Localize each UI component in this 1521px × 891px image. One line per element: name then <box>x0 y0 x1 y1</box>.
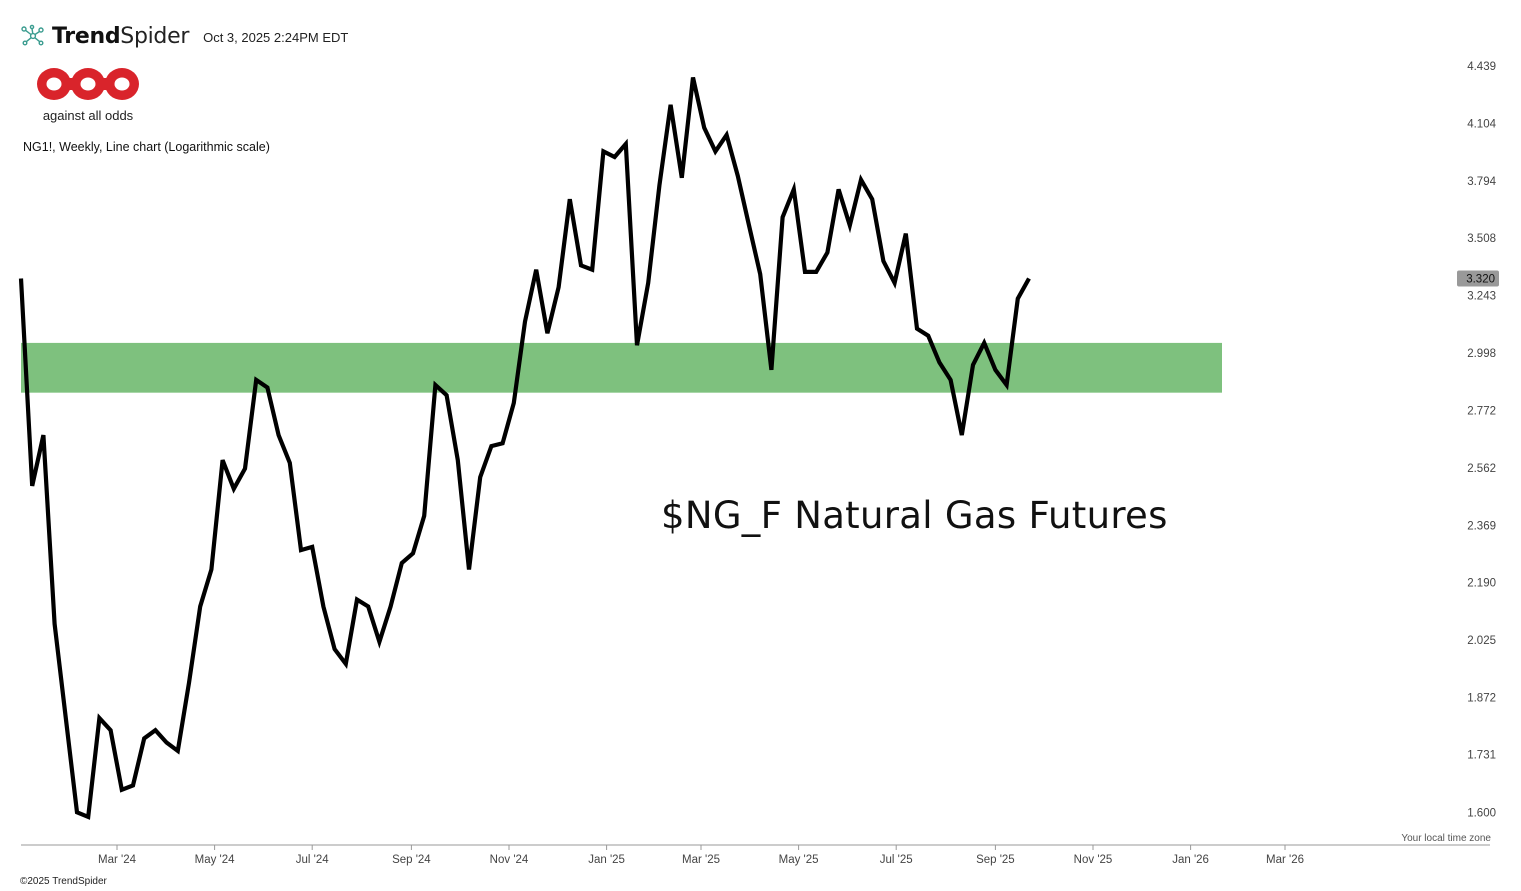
y-tick-label: 3.243 <box>1467 291 1496 303</box>
y-tick-label: 1.731 <box>1467 750 1496 762</box>
y-tick-label: 2.562 <box>1467 463 1496 475</box>
chart-description: NG1!, Weekly, Line chart (Logarithmic sc… <box>23 140 270 154</box>
trendspider-logo-icon <box>21 24 44 46</box>
y-tick-label: 2.025 <box>1467 635 1496 647</box>
y-tick-label: 2.772 <box>1467 405 1496 417</box>
support-zone-layer <box>21 342 1222 393</box>
x-tick-label: Nov '24 <box>490 854 529 866</box>
y-tick-label: 2.190 <box>1467 578 1496 590</box>
x-tick-label: Mar '26 <box>1266 854 1304 866</box>
x-tick-label: Sep '24 <box>392 854 431 866</box>
x-tick-label: Mar '25 <box>682 854 720 866</box>
x-tick-label: Nov '25 <box>1074 854 1113 866</box>
x-tick-label: Jul '24 <box>296 854 329 866</box>
aao-logo-icon <box>37 68 139 100</box>
y-tick-label: 4.104 <box>1467 118 1496 130</box>
brand-name: TrendSpider <box>52 24 189 49</box>
y-tick-label: 1.600 <box>1467 807 1496 819</box>
timezone-note: Your local time zone <box>1401 833 1491 844</box>
x-tick-label: Jan '26 <box>1172 854 1209 866</box>
copyright: ©2025 TrendSpider <box>20 876 107 887</box>
aao-logo: against all odds <box>36 66 140 123</box>
x-tick-label: Jul '25 <box>880 854 913 866</box>
brand-name-regular: Spider <box>120 23 190 49</box>
brand-name-bold: Trend <box>52 23 121 49</box>
y-tick-label: 2.369 <box>1467 520 1496 532</box>
y-tick-label: 2.998 <box>1467 348 1496 360</box>
axis-layer: Mar '24 May '24 Jul '24 Sep '24 Nov '24 Jan '… <box>21 61 1499 866</box>
header: TrendSpider Oct 3, 2025 2:24PM EDT <box>20 20 348 52</box>
x-tick-label: May '25 <box>779 854 819 866</box>
x-tick-label: Mar '24 <box>98 854 137 866</box>
x-tick-label: Sep '25 <box>976 854 1015 866</box>
y-tick-label: 3.508 <box>1467 233 1496 245</box>
brand-logo[interactable]: TrendSpider <box>20 23 189 49</box>
y-tick-label: 3.794 <box>1467 176 1496 188</box>
chart-annotation: $NG_F Natural Gas Futures <box>661 494 1168 537</box>
timestamp: Oct 3, 2025 2:24PM EDT <box>203 29 349 45</box>
x-tick-label: May '24 <box>195 854 236 866</box>
aao-logo-text: against all odds <box>42 108 134 123</box>
last-price-badge <box>1457 270 1499 287</box>
x-tick-label: Jan '25 <box>588 854 625 866</box>
y-tick-label: 1.872 <box>1467 692 1496 704</box>
last-price-label: 3.320 <box>1466 273 1495 285</box>
support-zone <box>21 342 1222 393</box>
price-line-layer <box>18 77 1031 820</box>
price-line-series-0 <box>18 77 1031 820</box>
y-tick-label: 4.439 <box>1467 61 1496 73</box>
